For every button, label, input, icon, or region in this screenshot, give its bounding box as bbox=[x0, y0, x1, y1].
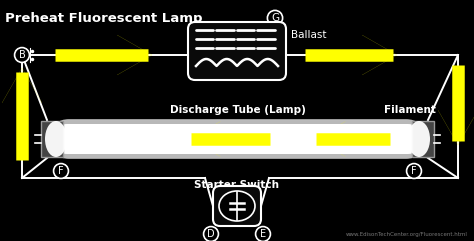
Text: Starter Switch: Starter Switch bbox=[194, 180, 280, 190]
FancyBboxPatch shape bbox=[188, 22, 286, 80]
Bar bbox=[41, 121, 63, 157]
Text: F: F bbox=[411, 166, 417, 176]
FancyBboxPatch shape bbox=[57, 124, 418, 154]
Ellipse shape bbox=[45, 121, 67, 157]
Text: Discharge Tube (Lamp): Discharge Tube (Lamp) bbox=[170, 105, 306, 115]
Text: F: F bbox=[58, 166, 64, 176]
Text: D: D bbox=[207, 229, 215, 239]
Text: E: E bbox=[260, 229, 266, 239]
FancyBboxPatch shape bbox=[213, 186, 261, 226]
Ellipse shape bbox=[219, 191, 255, 221]
Text: www.EdisonTechCenter.org/Fluorescent.html: www.EdisonTechCenter.org/Fluorescent.htm… bbox=[346, 232, 468, 237]
Text: Preheat Fluorescent Lamp: Preheat Fluorescent Lamp bbox=[5, 12, 202, 25]
Ellipse shape bbox=[408, 121, 430, 157]
Text: Ballast: Ballast bbox=[291, 30, 327, 40]
Text: G: G bbox=[271, 13, 279, 23]
Bar bbox=[412, 121, 434, 157]
Text: B: B bbox=[18, 50, 26, 60]
FancyBboxPatch shape bbox=[53, 120, 422, 158]
Text: Filament: Filament bbox=[384, 105, 436, 115]
